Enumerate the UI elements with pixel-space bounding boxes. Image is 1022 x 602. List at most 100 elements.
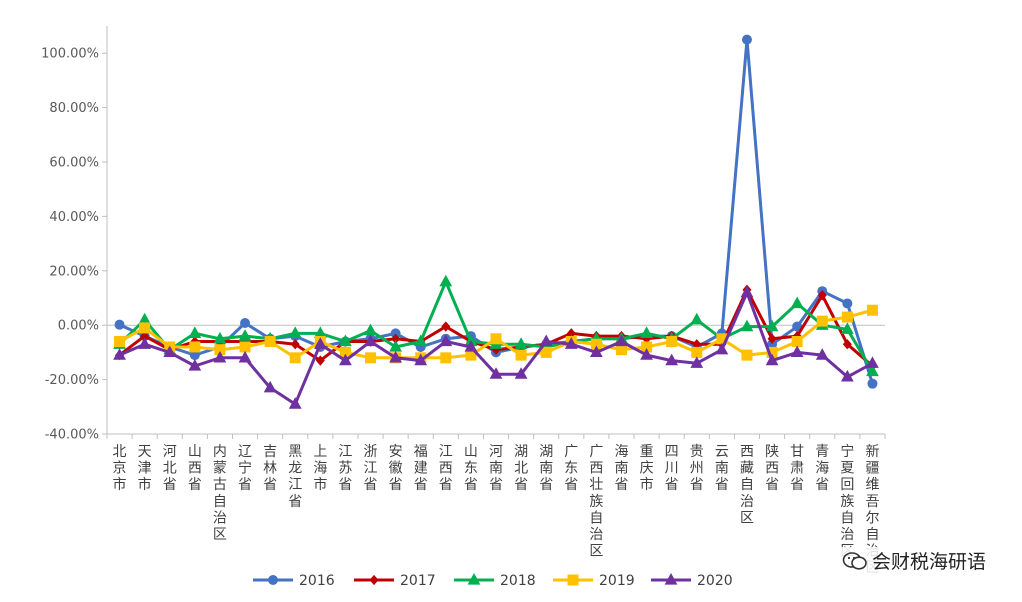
data-point	[765, 319, 779, 332]
x-category-label: 黑龙江省	[288, 444, 302, 510]
x-category-label: 湖北省	[514, 444, 528, 493]
data-point	[716, 333, 728, 345]
data-point	[842, 298, 853, 309]
data-point	[139, 322, 151, 334]
data-point	[866, 356, 879, 368]
data-point	[741, 349, 753, 361]
data-point	[664, 573, 678, 585]
series-2020	[113, 285, 879, 409]
y-tick-label: 80.00%	[49, 101, 99, 116]
data-point	[567, 574, 579, 586]
data-point	[364, 334, 377, 347]
data-point	[263, 380, 277, 393]
x-category-label: 宁夏回族自治区	[840, 443, 854, 560]
data-point	[289, 352, 301, 364]
x-category-label: 云南省	[715, 444, 729, 493]
data-point	[840, 322, 854, 334]
legend-item-2019: 2019	[553, 573, 635, 589]
x-axis: 北京市天津市河北省山西省内蒙古自治区辽宁省吉林省黑龙江省上海市江苏省浙江省安徽省…	[106, 324, 886, 576]
data-point	[489, 367, 503, 379]
data-point	[113, 348, 126, 360]
data-point	[239, 341, 251, 353]
data-point	[767, 333, 777, 344]
x-category-label: 江西省	[439, 444, 453, 493]
data-point	[816, 315, 828, 327]
data-point	[590, 345, 603, 358]
data-point	[238, 350, 252, 363]
y-tick-label: -20.00%	[45, 373, 99, 388]
legend-item-2016: 2016	[253, 573, 335, 589]
x-category-label: 四川省	[665, 444, 679, 493]
data-point	[440, 352, 452, 364]
data-point	[465, 349, 477, 361]
x-category-label: 浙江省	[364, 444, 378, 493]
data-point	[514, 367, 528, 379]
data-point	[539, 334, 553, 347]
data-point	[439, 274, 453, 287]
data-point	[188, 359, 202, 371]
data-point	[641, 341, 653, 353]
data-point	[238, 329, 252, 341]
x-category-label: 河南省	[489, 444, 503, 493]
data-point	[365, 352, 377, 364]
data-point	[390, 328, 401, 339]
legend-label: 2016	[299, 573, 335, 589]
data-point	[140, 330, 150, 342]
data-point	[264, 336, 276, 348]
legend-label: 2020	[697, 573, 733, 589]
series-layer	[113, 34, 879, 409]
data-point	[490, 333, 502, 345]
x-category-label: 甘肃省	[790, 444, 804, 493]
data-point	[138, 312, 152, 325]
legend-item-2020: 2020	[651, 573, 733, 589]
data-point	[213, 331, 227, 344]
x-category-label: 重庆市	[640, 444, 654, 493]
watermark-text: 会财税海研语	[871, 551, 986, 573]
x-category-label: 陕西省	[765, 444, 779, 493]
legend-item-2017: 2017	[354, 573, 436, 589]
y-axis: -40.00% -20.00% 0.00% 20.00% 40.00% 60.00% 80.…	[41, 26, 108, 443]
data-point	[665, 353, 679, 366]
data-point	[163, 345, 177, 358]
data-point	[841, 311, 853, 323]
data-point	[866, 364, 879, 377]
data-point	[690, 312, 704, 325]
data-point	[414, 353, 428, 366]
data-point	[766, 346, 778, 358]
data-point	[765, 353, 779, 366]
data-point	[369, 574, 379, 586]
data-point	[114, 319, 125, 330]
data-point	[339, 346, 351, 358]
data-point	[615, 334, 628, 347]
data-point	[464, 340, 478, 352]
data-point	[439, 334, 453, 347]
data-point	[640, 326, 653, 338]
x-category-label: 福建省	[414, 444, 428, 493]
data-point	[441, 321, 451, 332]
x-category-label: 上海市	[313, 444, 327, 493]
data-point	[691, 346, 703, 358]
x-category-label: 河北省	[163, 444, 177, 493]
x-category-label: 广东省	[564, 444, 578, 493]
y-tick-label: 20.00%	[49, 264, 99, 279]
data-point	[389, 350, 402, 363]
data-point	[867, 378, 878, 389]
watermark: 会财税海研语	[839, 547, 988, 574]
wechat-icon	[842, 552, 867, 570]
x-category-label: 青海省	[815, 444, 829, 493]
data-point	[690, 356, 704, 368]
data-point	[391, 333, 401, 344]
legend-label: 2018	[500, 573, 536, 589]
x-category-label: 江苏省	[338, 444, 352, 493]
data-point	[268, 575, 278, 585]
data-point	[114, 336, 126, 348]
data-point	[138, 337, 152, 349]
x-category-label: 湖南省	[539, 444, 553, 493]
x-category-label: 西藏自治区	[740, 444, 754, 526]
data-point	[817, 290, 827, 301]
data-point	[666, 336, 678, 348]
data-point	[290, 339, 300, 350]
data-point	[790, 296, 804, 309]
data-point	[389, 340, 402, 352]
